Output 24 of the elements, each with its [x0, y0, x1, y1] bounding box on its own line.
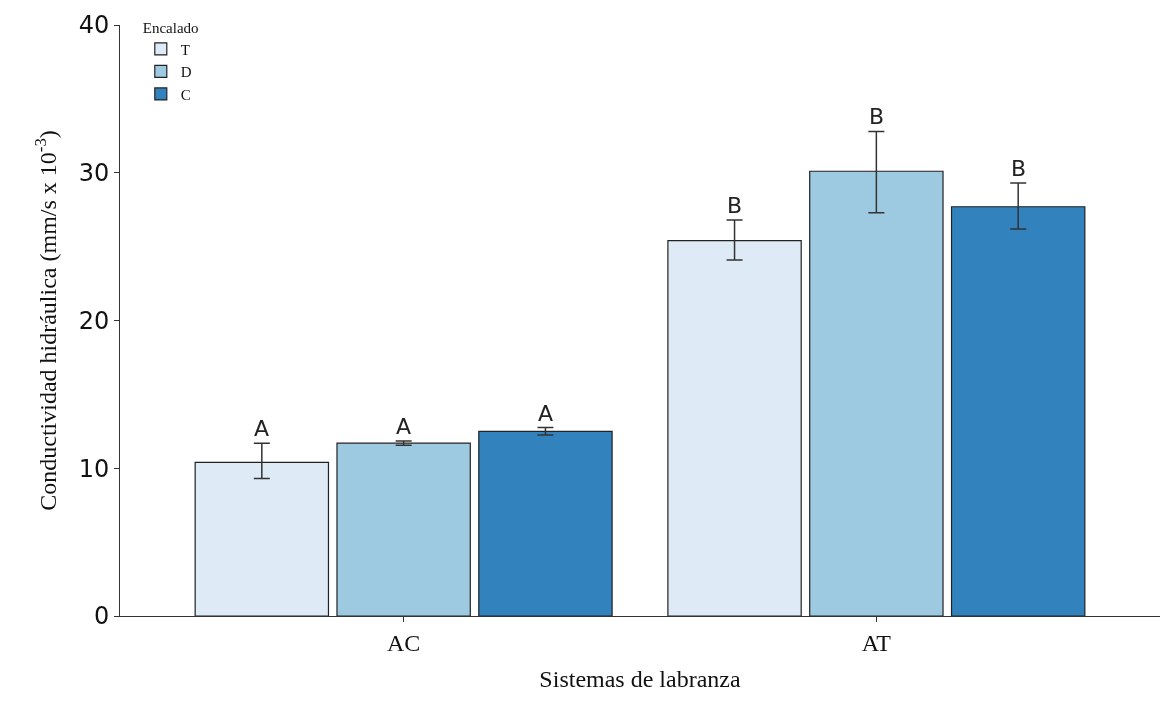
legend-label: T [180, 41, 190, 58]
x-axis-title: Sistemas de labranza [539, 666, 741, 693]
y-tick-label: 10 [78, 454, 110, 483]
legend-title: Encalado [142, 19, 199, 36]
data-label: B [869, 104, 885, 129]
bar [950, 206, 1086, 616]
data-label: A [396, 414, 412, 439]
x-tick-label: AT [861, 629, 892, 656]
bar [478, 430, 613, 616]
data-label: A [538, 401, 554, 426]
y-tick-label: 20 [78, 306, 110, 335]
x-tick-label: AC [386, 629, 421, 656]
bar [194, 461, 330, 616]
data-label: A [254, 416, 270, 441]
y-tick-label: 0 [93, 602, 110, 631]
y-tick-label: 40 [78, 11, 110, 40]
data-label: B [727, 193, 743, 218]
data-label: B [1011, 156, 1027, 181]
bar [336, 442, 471, 616]
bar [809, 170, 944, 616]
legend-label: C [180, 86, 191, 103]
legend-label: D [180, 64, 192, 81]
bar [667, 240, 802, 616]
y-tick-label: 30 [78, 159, 110, 188]
